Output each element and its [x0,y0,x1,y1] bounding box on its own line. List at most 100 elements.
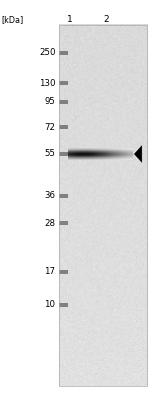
Bar [92,149,93,150]
Bar [128,156,129,157]
Bar [82,153,83,154]
Bar [95,153,96,154]
Bar [103,149,104,150]
Bar [93,156,94,157]
Bar [128,150,129,151]
Bar [87,151,88,152]
Bar [79,153,80,154]
Bar [124,156,125,157]
Bar [103,150,104,151]
Bar [77,149,78,150]
Bar [71,148,72,149]
Bar [110,149,111,150]
Bar [93,155,94,156]
Bar [99,154,101,155]
Bar [107,157,108,158]
Bar [92,154,93,155]
Bar [108,159,109,160]
Bar [75,150,76,151]
Bar [120,151,121,152]
Bar [117,149,118,150]
Bar [130,159,132,160]
Bar [114,156,116,157]
Bar [93,151,94,152]
Bar [83,158,85,159]
Bar [132,155,133,156]
Bar [105,154,106,155]
Bar [122,148,123,149]
Bar [129,159,131,160]
Bar [125,151,126,152]
Bar [69,157,71,158]
Bar [123,157,124,158]
Bar [124,151,125,152]
Bar [115,154,117,155]
Bar [89,155,90,156]
Bar [91,159,92,160]
Bar [91,150,92,151]
Bar [111,151,112,152]
Bar [87,150,88,151]
Bar [95,153,96,154]
Bar [120,158,121,159]
Bar [83,159,85,160]
Bar [68,154,70,155]
Bar [100,155,102,156]
Bar [69,151,71,152]
Bar [130,154,132,155]
Bar [130,157,132,158]
Bar [117,149,118,150]
Bar [85,150,87,151]
Bar [118,155,119,156]
Bar [105,153,106,154]
Bar [71,150,72,151]
Bar [106,152,107,153]
Bar [119,154,120,155]
Bar [100,151,102,152]
Bar [124,159,125,160]
Bar [71,148,72,149]
Bar [110,156,111,157]
Bar [106,157,107,158]
Bar [76,159,77,160]
Bar [113,153,115,154]
Bar [125,149,126,150]
Bar [83,153,85,154]
Bar [99,148,101,149]
Bar [98,153,100,154]
Bar [122,154,123,155]
Bar [112,156,113,157]
Bar [123,157,124,158]
Bar [125,154,126,155]
Bar [118,159,119,160]
Bar [78,159,79,160]
Bar [120,155,121,156]
Bar [71,152,72,153]
Bar [118,152,119,153]
Bar [113,151,115,152]
Bar [81,153,82,154]
Bar [128,155,129,156]
Bar [81,150,82,151]
Bar [117,156,118,157]
Bar [112,152,113,153]
Bar [111,159,112,160]
Bar [113,158,115,159]
Bar [124,156,125,157]
Bar [110,158,111,159]
Bar [99,159,101,160]
Bar [91,149,92,150]
Bar [74,149,75,150]
Bar [74,156,75,157]
Bar [88,153,89,154]
Bar [122,158,123,159]
Bar [120,155,121,156]
Bar [128,148,129,149]
Bar [114,153,116,154]
Bar [79,157,80,158]
Bar [118,158,119,159]
Bar [98,155,100,156]
Bar [95,150,96,151]
Bar [121,153,122,154]
Bar [113,150,115,151]
